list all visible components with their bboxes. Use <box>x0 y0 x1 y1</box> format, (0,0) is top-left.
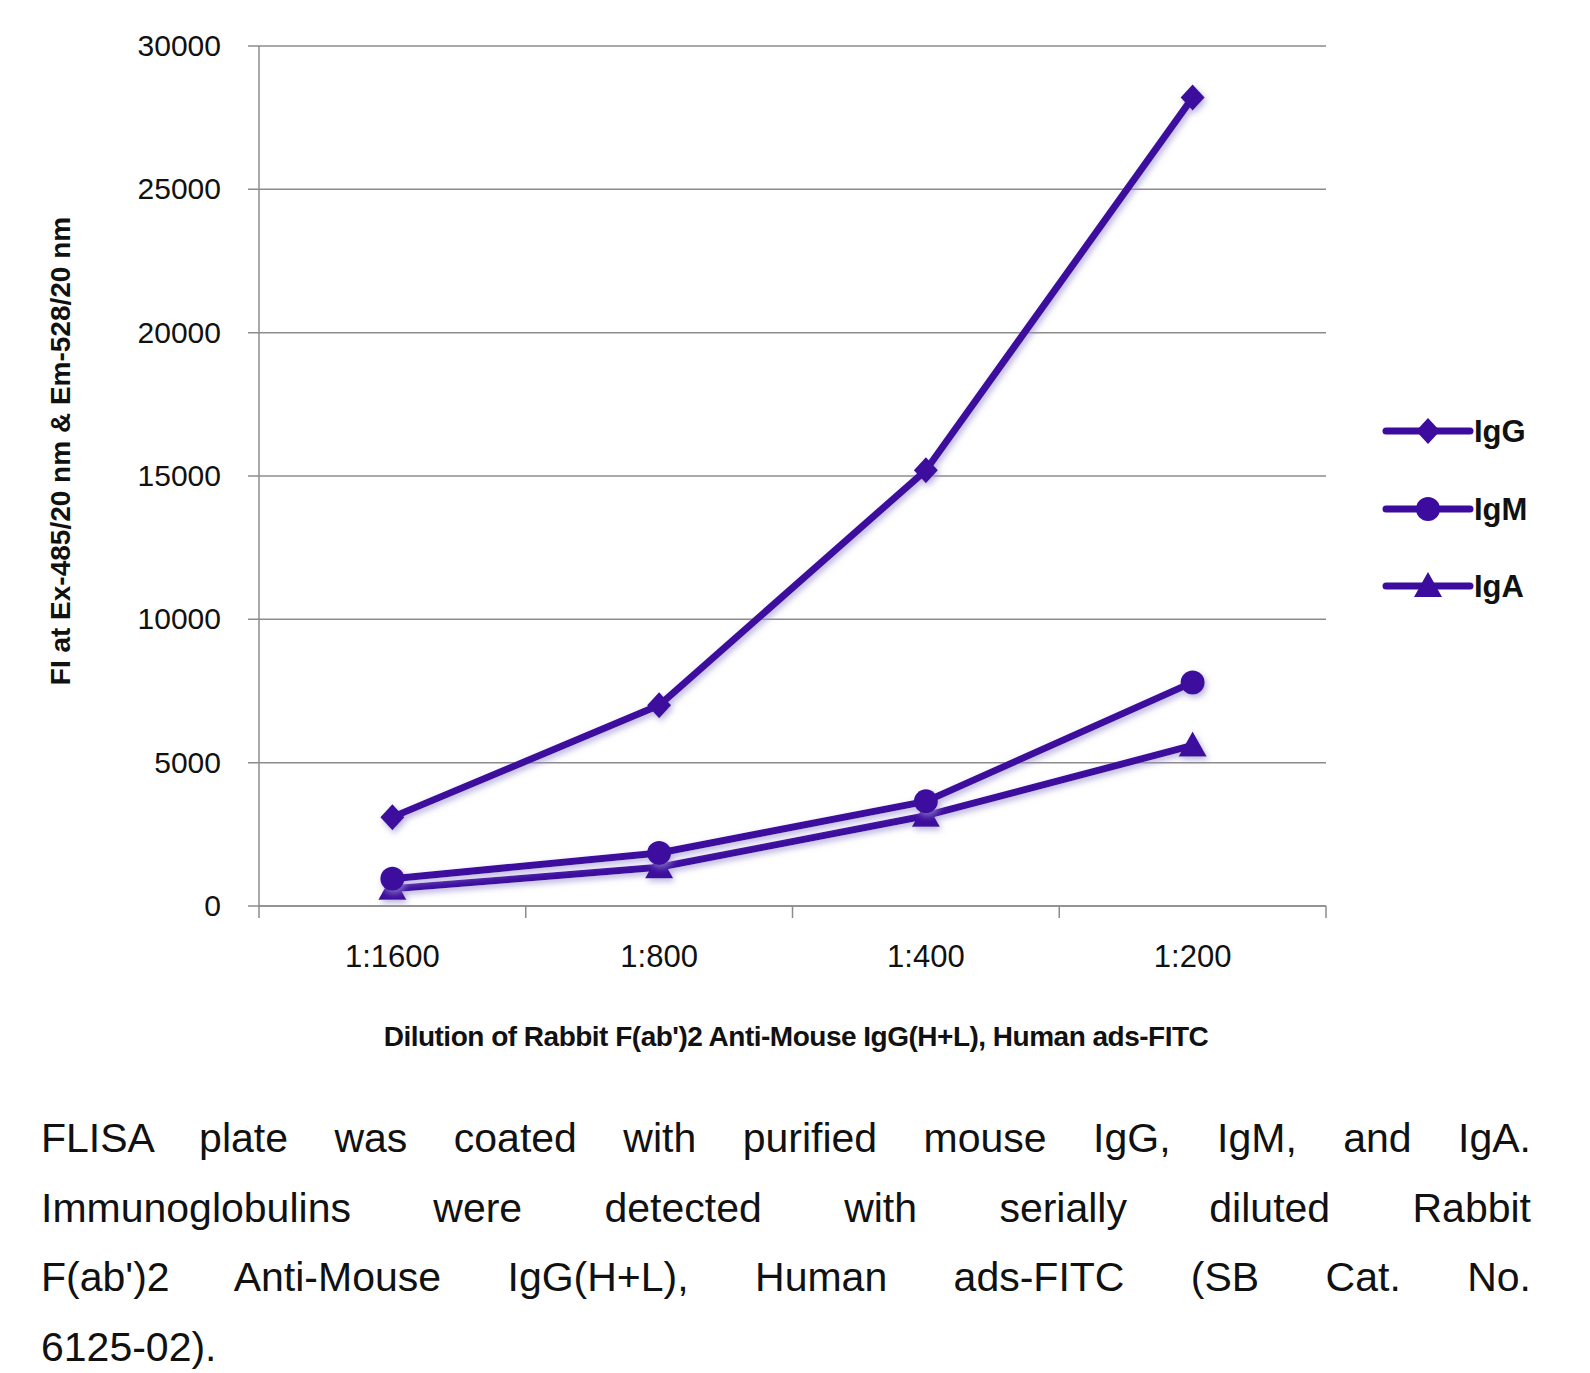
y-axis-title: FI at Ex-485/20 nm & Em-528/20 nm <box>45 217 76 685</box>
legend-item: IgM <box>1386 492 1527 527</box>
y-tick-label: 20000 <box>138 316 221 349</box>
legend-marker <box>1416 497 1440 521</box>
y-tick-label: 5000 <box>154 746 221 779</box>
series-line <box>392 682 1192 878</box>
x-band-tick <box>1059 906 1061 918</box>
legend-marker <box>1414 572 1442 597</box>
data-point <box>380 867 404 891</box>
x-band-tick <box>1325 906 1327 918</box>
legend-marker <box>1416 418 1440 444</box>
legend-label: IgG <box>1474 414 1526 449</box>
x-tick-label: 1:400 <box>887 939 965 974</box>
caption-line: FLISA plate was coated with purified mou… <box>41 1114 1531 1162</box>
grid-line <box>248 45 1326 47</box>
legend-label: IgM <box>1474 492 1527 527</box>
data-point <box>647 692 671 718</box>
x-tick-label: 1:1600 <box>345 939 440 974</box>
y-tick-label: 0 <box>204 889 221 922</box>
x-tick-label: 1:800 <box>620 939 698 974</box>
data-point <box>914 457 938 483</box>
grid-line <box>248 905 1326 907</box>
caption-line: 6125-02). <box>41 1323 1531 1371</box>
data-point <box>1181 85 1205 111</box>
data-point <box>914 789 938 813</box>
data-point <box>1181 670 1205 694</box>
chart: 0 5000 10000 15000 20000 25000 30000 1:1600 1:80… <box>0 0 1590 1090</box>
grid-line <box>248 762 1326 764</box>
grid-line <box>248 619 1326 621</box>
y-tick-label: 10000 <box>138 602 221 635</box>
y-tick-label: 15000 <box>138 459 221 492</box>
series-line <box>392 98 1192 818</box>
data-point <box>380 804 404 830</box>
data-point <box>1179 731 1207 756</box>
legend-item: IgA <box>1386 569 1524 604</box>
grid-line <box>248 332 1326 334</box>
x-band-tick <box>525 906 527 918</box>
x-tick-label: 1:200 <box>1154 939 1232 974</box>
caption-line: F(ab')2 Anti-Mouse IgG(H+L), Human ads-F… <box>41 1253 1531 1301</box>
grid-line <box>248 475 1326 477</box>
series-iga <box>378 731 1206 899</box>
caption-line: Immunoglobulins were detected with seria… <box>41 1184 1531 1232</box>
y-axis-line <box>258 46 260 906</box>
x-band-tick <box>258 906 260 918</box>
legend-item: IgG <box>1386 414 1526 449</box>
x-band-tick <box>792 906 794 918</box>
series-igm <box>380 670 1204 890</box>
plot-area <box>378 85 1206 900</box>
grid-line <box>248 189 1326 191</box>
y-tick-label: 25000 <box>138 172 221 205</box>
y-tick-label: 30000 <box>138 29 221 62</box>
series-igg <box>380 85 1204 831</box>
data-point <box>647 841 671 865</box>
legend-label: IgA <box>1474 569 1524 604</box>
x-axis-title: Dilution of Rabbit F(ab')2 Anti-Mouse Ig… <box>384 1021 1209 1052</box>
